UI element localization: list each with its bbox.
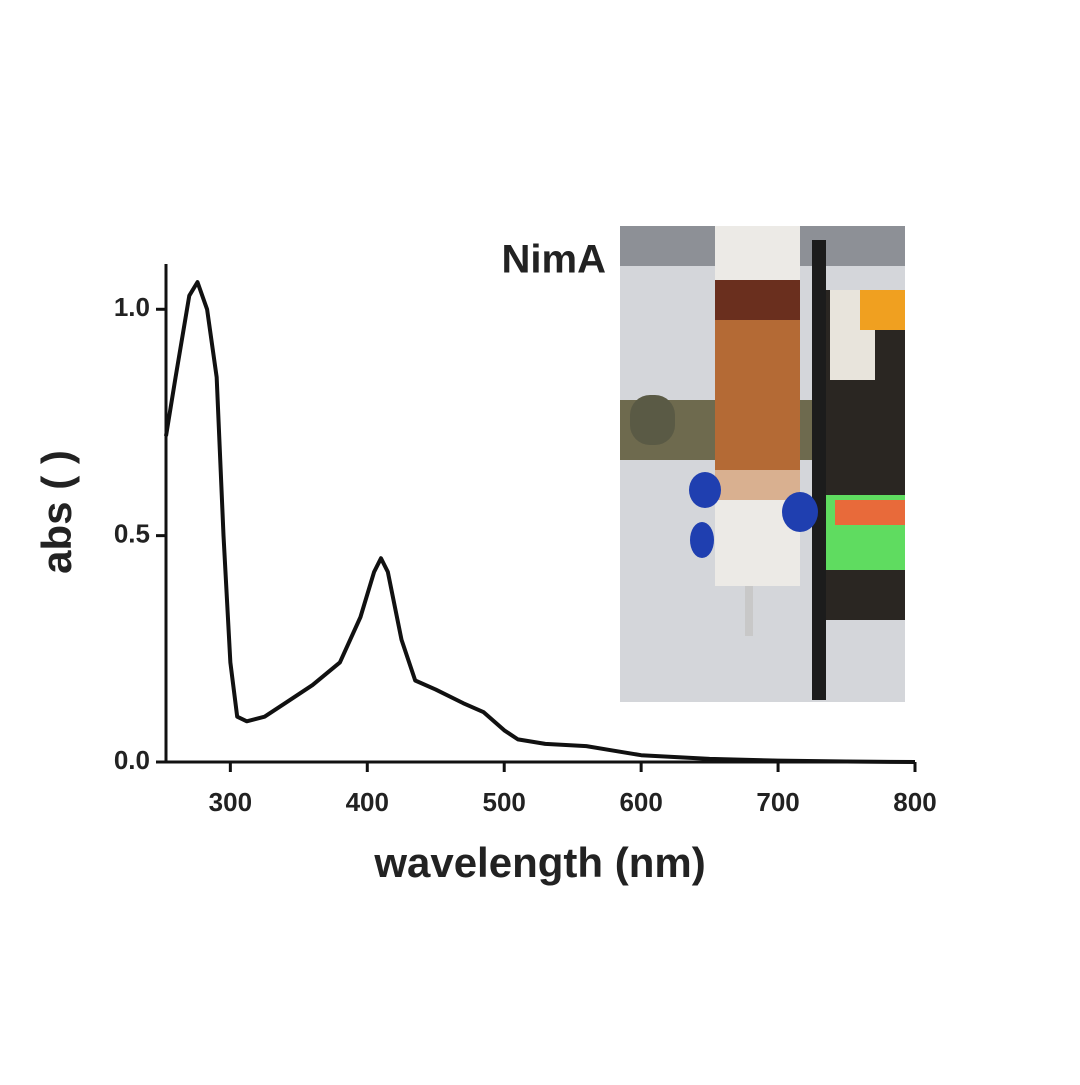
y-tick-label: 0.5 xyxy=(114,519,150,549)
photo-glove xyxy=(690,522,714,558)
x-tick-label: 300 xyxy=(209,787,252,817)
photo-band-brown xyxy=(715,320,800,470)
spectrum-line xyxy=(164,280,916,764)
x-axis-label: wavelength (nm) xyxy=(373,839,705,886)
x-tick-label: 400 xyxy=(346,787,389,817)
x-tick-label: 600 xyxy=(619,787,662,817)
photo-tip xyxy=(745,586,753,636)
photo-cap xyxy=(860,290,905,330)
y-tick-label: 0.0 xyxy=(114,745,150,775)
x-tick-label: 800 xyxy=(893,787,936,817)
photo-band-fade xyxy=(715,470,800,500)
photo-inset xyxy=(620,226,905,702)
photo-knob xyxy=(630,395,675,445)
annotation: NimA xyxy=(502,238,606,282)
y-tick-label: 1.0 xyxy=(114,292,150,322)
photo-glove xyxy=(782,492,818,532)
y-axis-label: abs ( ) xyxy=(33,450,80,574)
x-tick-label: 500 xyxy=(483,787,526,817)
photo-orange-label xyxy=(835,500,905,525)
photo-band-dark xyxy=(715,280,800,320)
x-tick-label: 700 xyxy=(756,787,799,817)
photo-glove xyxy=(689,472,721,508)
photo-rod xyxy=(812,240,826,700)
